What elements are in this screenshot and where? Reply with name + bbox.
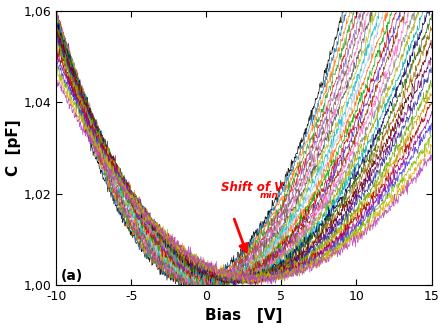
Text: (a): (a) — [61, 269, 83, 284]
X-axis label: Bias   [V]: Bias [V] — [205, 309, 283, 323]
Text: Shift of V: Shift of V — [221, 181, 283, 194]
Text: min: min — [259, 191, 279, 200]
Y-axis label: C  [pF]: C [pF] — [5, 119, 20, 176]
